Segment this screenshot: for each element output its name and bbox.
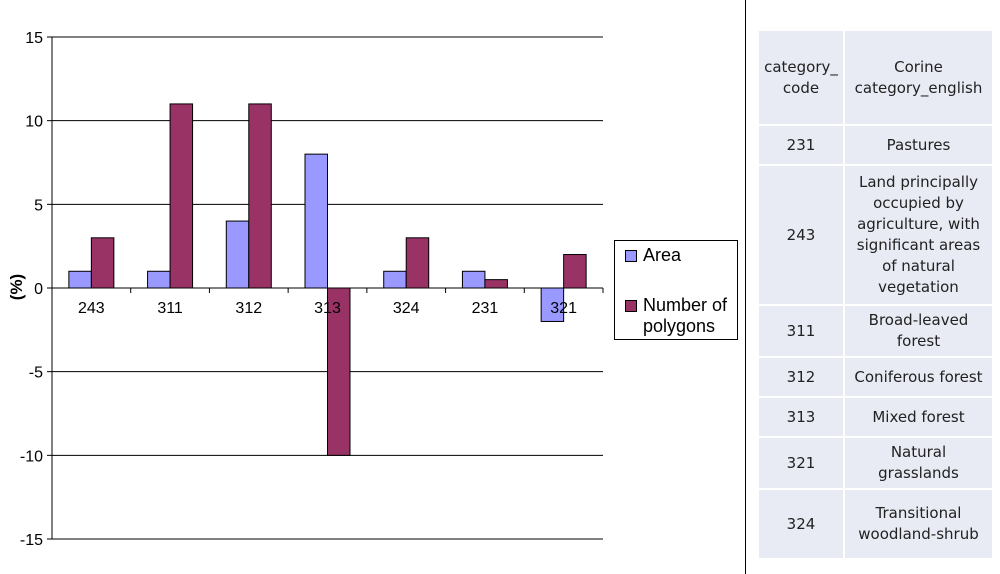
y-axis-title: (%) [7, 274, 26, 300]
category-name-cell: Broad-leaved forest [845, 306, 994, 358]
table-header-row: category_ code Corine category_english [759, 31, 994, 126]
y-tick-label: 10 [25, 114, 43, 131]
tick-labels: 15 10 5 0 -5 -10 -15 243 311 312 313 324 231 321 [20, 30, 577, 549]
bar-area-312 [225, 220, 250, 289]
legend-item-area: Area [625, 245, 681, 266]
header-category-code: category_ code [759, 31, 845, 126]
y-tick-label: -15 [20, 532, 43, 549]
bar-number-of-polygons-231 [484, 279, 508, 289]
corine-category-table: category_ code Corine category_english 2… [759, 31, 994, 560]
bar-number-of-polygons-312 [248, 103, 272, 289]
bar-number-of-polygons-321 [563, 254, 587, 289]
category-code-cell: 311 [759, 306, 845, 358]
category-name-cell: Transitional woodland-shrub [845, 490, 994, 560]
bar-number-of-polygons-243 [90, 237, 115, 289]
category-name-cell: Mixed forest [845, 398, 994, 438]
x-tick-label: 321 [550, 300, 577, 317]
chart-legend: Area Number of polygons [614, 240, 738, 340]
chart-panel: 15 10 5 0 -5 -10 -15 243 311 312 313 324 231 321 (%) … [7, 0, 746, 574]
x-tick-label: 231 [472, 300, 499, 317]
x-tick-label: 243 [78, 300, 105, 317]
y-tick-label: -10 [20, 448, 43, 465]
bar-area-231 [461, 270, 486, 289]
legend-label-area: Area [643, 245, 682, 265]
bar-number-of-polygons-311 [169, 103, 194, 289]
table-row: 231 Pastures [759, 126, 994, 166]
category-code-cell: 313 [759, 398, 845, 438]
category-code-cell: 312 [759, 358, 845, 398]
x-tick-label: 311 [157, 300, 183, 317]
y-tick-label: 15 [25, 30, 43, 47]
category-code-cell: 321 [759, 438, 845, 490]
y-tick-label: -5 [29, 365, 43, 382]
category-name-cell: Pastures [845, 126, 994, 166]
bar-area-324 [383, 270, 407, 289]
category-name-cell: Natural grasslands [845, 438, 994, 490]
category-code-cell: 324 [759, 490, 845, 560]
y-tick-label: 0 [34, 281, 43, 298]
table-row: 243 Land principally occupied by agricul… [759, 166, 994, 306]
table-row: 321 Natural grasslands [759, 438, 994, 490]
legend-swatch-area [625, 250, 637, 262]
category-name-cell: Land principally occupied by agriculture… [845, 166, 994, 306]
x-tick-label: 312 [235, 300, 262, 317]
table-row: 324 Transitional woodland-shrub [759, 490, 994, 560]
category-code-cell: 231 [759, 126, 845, 166]
header-corine-category-english: Corine category_english [845, 31, 994, 126]
axes [47, 36, 604, 540]
bars [68, 103, 587, 456]
table-row: 312 Coniferous forest [759, 358, 994, 398]
table-row: 313 Mixed forest [759, 398, 994, 438]
legend-swatch-number-of-polygons [625, 300, 637, 312]
category-code-cell: 243 [759, 166, 845, 306]
bar-area-313 [304, 153, 328, 289]
bar-chart: 15 10 5 0 -5 -10 -15 243 311 312 313 324 231 321 (%) [7, 30, 604, 549]
table-row: 311 Broad-leaved forest [759, 306, 994, 358]
bar-number-of-polygons-324 [405, 237, 430, 289]
legend-label-number-of-polygons: Number of polygons [643, 295, 728, 336]
legend-item-number-of-polygons: Number of polygons [625, 295, 737, 337]
y-tick-label: 5 [34, 197, 43, 214]
category-name-cell: Coniferous forest [845, 358, 994, 398]
x-tick-label: 324 [393, 300, 420, 317]
bar-area-311 [147, 270, 171, 289]
x-tick-label: 313 [314, 300, 341, 317]
bar-area-243 [68, 270, 92, 289]
